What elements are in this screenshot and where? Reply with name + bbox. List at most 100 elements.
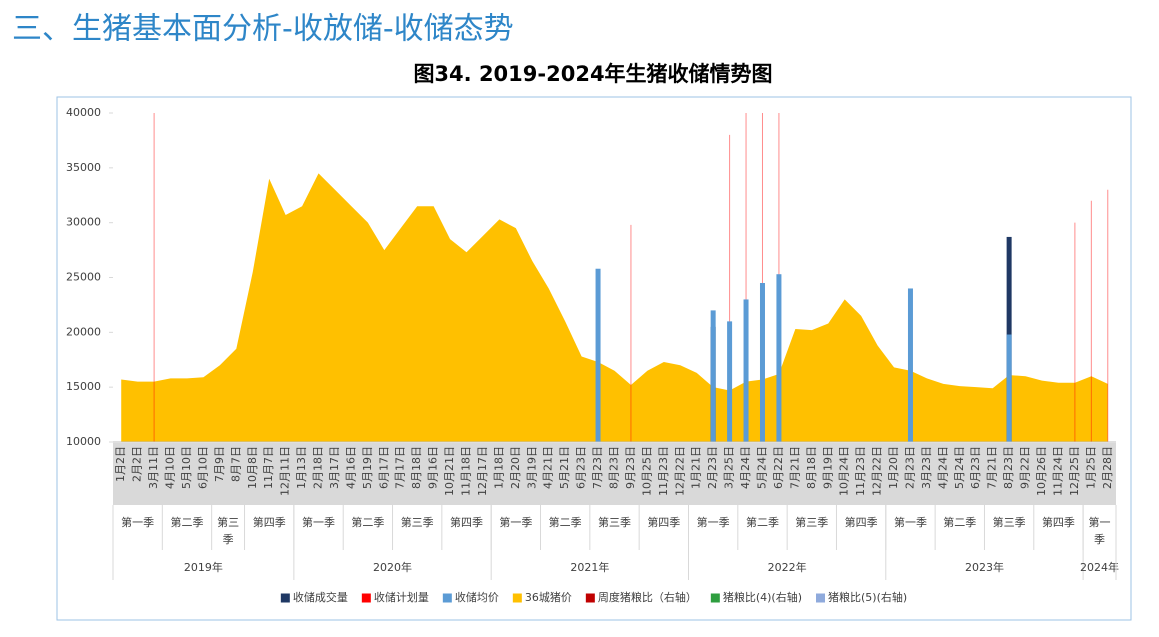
legend-swatch xyxy=(585,593,595,603)
x-tick-label: 12月22日 xyxy=(673,446,686,496)
quarter-label: 第一季 xyxy=(121,515,154,529)
x-tick-label: 4月21日 xyxy=(542,446,555,489)
x-tick-label: 3月19日 xyxy=(525,446,538,489)
quarter-label: 第三季 xyxy=(217,515,239,546)
x-tick-label: 2月2日 xyxy=(131,446,144,482)
legend-swatch xyxy=(442,593,452,603)
quarter-label: 第二季 xyxy=(943,515,976,529)
quarter-label: 第四季 xyxy=(253,515,286,529)
x-tick-label: 3月17日 xyxy=(328,446,341,489)
quarter-label: 第一季 xyxy=(1089,515,1111,546)
x-tick-label: 11月23日 xyxy=(854,446,867,496)
x-tick-label: 10月8日 xyxy=(246,446,259,489)
x-tick-label: 9月19日 xyxy=(821,446,834,489)
legend-swatch xyxy=(710,593,720,603)
x-tick-label: 12月22日 xyxy=(871,446,884,496)
x-tick-label: 9月23日 xyxy=(624,446,637,489)
y-tick-label: 25000 xyxy=(66,271,101,284)
x-tick-label: 5月21日 xyxy=(558,446,571,489)
legend-item: 收储计划量 xyxy=(361,590,429,604)
quarter-label: 第一季 xyxy=(302,515,335,529)
x-tick-label: 8月23日 xyxy=(608,446,621,489)
x-tick-label: 8月18日 xyxy=(805,446,818,489)
quarter-label: 第三季 xyxy=(795,515,828,529)
year-label: 2021年 xyxy=(570,560,609,574)
year-label: 2022年 xyxy=(768,560,807,574)
x-tick-label: 8月23日 xyxy=(1002,446,1015,489)
x-tick-label: 7月9日 xyxy=(213,446,226,482)
x-tick-label: 4月10日 xyxy=(164,446,177,489)
x-tick-label: 7月21日 xyxy=(986,446,999,489)
price-area xyxy=(121,173,1108,443)
bar xyxy=(759,282,765,442)
quarter-label: 第二季 xyxy=(351,515,384,529)
quarter-label: 第四季 xyxy=(845,515,878,529)
legend-item: 猪粮比(4)(右轴) xyxy=(710,590,802,604)
x-tick-label: 5月24日 xyxy=(953,446,966,489)
x-tick-label: 11月24日 xyxy=(1051,446,1064,496)
legend-item: 收储成交量 xyxy=(280,590,348,604)
x-tick-label: 1月13日 xyxy=(295,446,308,489)
legend-label: 周度猪粮比（右轴） xyxy=(598,590,697,604)
y-tick-label: 15000 xyxy=(66,380,101,393)
x-tick-label: 12月25日 xyxy=(1068,446,1081,496)
chart-frame xyxy=(56,96,1132,621)
x-tick-label: 4月24日 xyxy=(936,446,949,489)
quarter-label: 第四季 xyxy=(450,515,483,529)
bar xyxy=(776,274,782,442)
x-tick-label: 1月20日 xyxy=(887,446,900,489)
x-tick-label: 2月18日 xyxy=(312,446,325,489)
x-tick-label: 6月23日 xyxy=(969,446,982,489)
x-tick-label: 2月20日 xyxy=(509,446,522,489)
legend-label: 收储计划量 xyxy=(374,590,429,604)
y-tick-label: 30000 xyxy=(66,216,101,229)
x-tick-label: 4月16日 xyxy=(344,446,357,489)
legend-swatch xyxy=(361,593,371,603)
x-tick-label: 8月7日 xyxy=(229,446,242,482)
x-tick-label: 10月26日 xyxy=(1035,446,1048,496)
x-tick-label: 1月21日 xyxy=(690,446,703,489)
y-tick-label: 40000 xyxy=(66,106,101,119)
quarter-label: 第一季 xyxy=(499,515,532,529)
x-tick-label: 5月24日 xyxy=(755,446,768,489)
legend-item: 周度猪粮比（右轴） xyxy=(585,590,697,604)
year-label: 2019年 xyxy=(184,560,223,574)
legend-item: 猪粮比(5)(右轴) xyxy=(816,590,907,604)
x-tick-label: 3月23日 xyxy=(920,446,933,489)
x-tick-label: 5月10日 xyxy=(180,446,193,489)
x-tick-label: 12月17日 xyxy=(476,446,489,496)
quarter-label: 第二季 xyxy=(549,515,582,529)
quarter-label-part: 季 xyxy=(223,533,234,546)
year-label: 2024年 xyxy=(1080,560,1119,574)
bar xyxy=(710,310,716,442)
legend-label: 收储成交量 xyxy=(293,590,348,604)
legend-swatch xyxy=(816,593,825,603)
page-title: 三、生猪基本面分析-收放储-收储态势 xyxy=(12,12,514,47)
legend-label: 36城猪价 xyxy=(525,591,572,604)
legend-label: 猪粮比(4)(右轴) xyxy=(723,590,802,604)
x-tick-label: 10月25日 xyxy=(640,446,653,496)
legend-swatch xyxy=(512,593,522,603)
quarter-label: 第三季 xyxy=(993,515,1026,529)
x-tick-label: 3月11日 xyxy=(147,446,160,489)
x-tick-label: 11月7日 xyxy=(262,446,275,489)
bar xyxy=(727,321,733,442)
x-tick-label: 7月17日 xyxy=(394,446,407,489)
quarter-label: 第三季 xyxy=(401,515,434,529)
quarter-label: 第一季 xyxy=(697,515,730,529)
bar xyxy=(595,268,601,442)
x-tick-label: 11月18日 xyxy=(460,446,473,496)
label-band xyxy=(113,443,1116,505)
quarter-label: 第四季 xyxy=(1042,515,1075,529)
x-tick-label: 1月18日 xyxy=(492,446,505,489)
x-tick-label: 2月23日 xyxy=(903,446,916,489)
y-tick-label: 35000 xyxy=(66,161,101,174)
bar xyxy=(907,288,913,442)
bar xyxy=(1006,334,1012,442)
x-tick-label: 7月21日 xyxy=(788,446,801,489)
quarter-label-part: 第一 xyxy=(1089,515,1111,529)
x-tick-label: 5月19日 xyxy=(361,446,374,489)
x-tick-label: 6月10日 xyxy=(196,446,209,489)
x-tick-label: 10月24日 xyxy=(838,446,851,496)
